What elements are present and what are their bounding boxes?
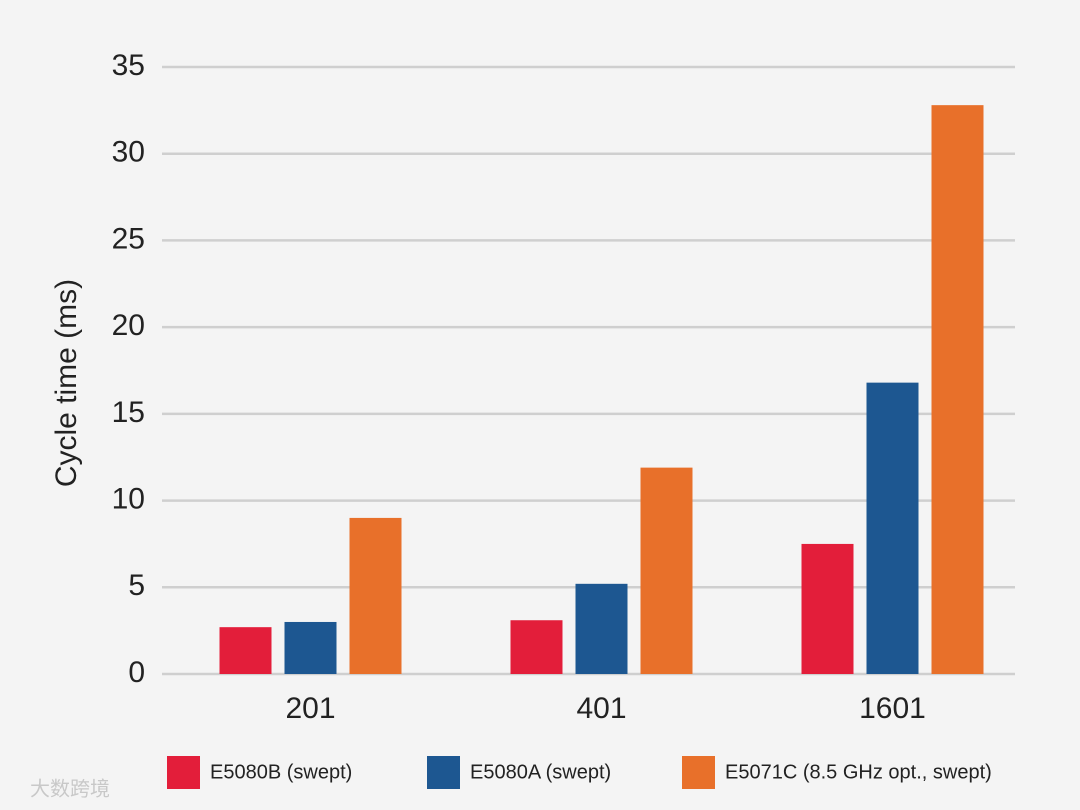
bar: [349, 517, 402, 674]
bar: [866, 382, 919, 674]
legend-swatch: [427, 756, 460, 789]
y-tick-label: 15: [112, 396, 145, 429]
legend-swatch: [167, 756, 200, 789]
x-tick-label: 401: [576, 692, 626, 725]
y-tick-label: 0: [128, 656, 145, 689]
x-tick-label: 1601: [859, 692, 926, 725]
y-tick-label: 10: [112, 482, 145, 515]
y-tick-label: 30: [112, 136, 145, 169]
bar: [510, 620, 563, 674]
watermark: 大数跨境: [30, 777, 110, 800]
legend-swatch: [682, 756, 715, 789]
bar: [284, 621, 337, 674]
bar: [640, 467, 693, 674]
bar: [575, 583, 628, 674]
y-tick-label: 25: [112, 222, 145, 255]
legend-label: E5080B (swept): [210, 761, 352, 783]
y-axis-label: Cycle time (ms): [50, 279, 83, 487]
legend-label: E5071C (8.5 GHz opt., swept): [725, 761, 992, 783]
y-tick-label: 5: [128, 569, 145, 602]
x-tick-label: 201: [285, 692, 335, 725]
bar: [931, 105, 984, 674]
bar: [801, 543, 854, 674]
legend-label: E5080A (swept): [470, 761, 611, 783]
y-tick-label: 20: [112, 309, 145, 342]
bar: [219, 627, 272, 674]
y-tick-label: 35: [112, 49, 145, 82]
